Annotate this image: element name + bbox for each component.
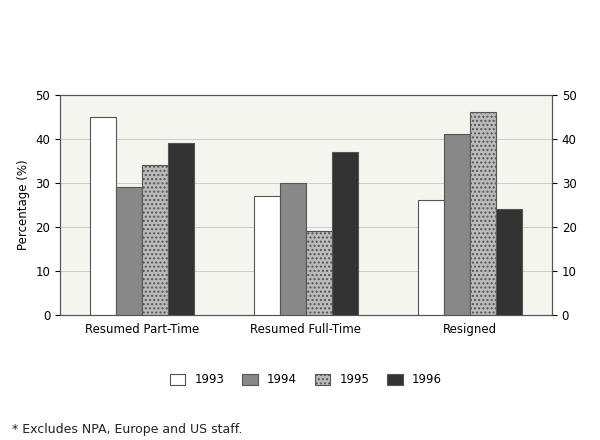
Bar: [470, 112, 496, 315]
Bar: [444, 134, 470, 315]
Bar: [306, 231, 332, 315]
Y-axis label: Percentage (%): Percentage (%): [17, 159, 30, 250]
Bar: [418, 200, 444, 315]
Bar: [332, 152, 358, 315]
Bar: [496, 209, 523, 315]
Bar: [280, 183, 306, 315]
Bar: [254, 196, 280, 315]
Bar: [89, 117, 116, 315]
Legend: 1993, 1994, 1995, 1996: 1993, 1994, 1995, 1996: [164, 367, 448, 392]
Text: * Excludes NPA, Europe and US staff.: * Excludes NPA, Europe and US staff.: [12, 422, 242, 436]
Bar: [168, 143, 194, 315]
Text: Year to June: Year to June: [250, 56, 350, 71]
Bar: [116, 187, 142, 315]
Text: WOMEN COMPLETING PARENTAL LEAVE*: WOMEN COMPLETING PARENTAL LEAVE*: [119, 21, 481, 36]
Bar: [142, 165, 168, 315]
